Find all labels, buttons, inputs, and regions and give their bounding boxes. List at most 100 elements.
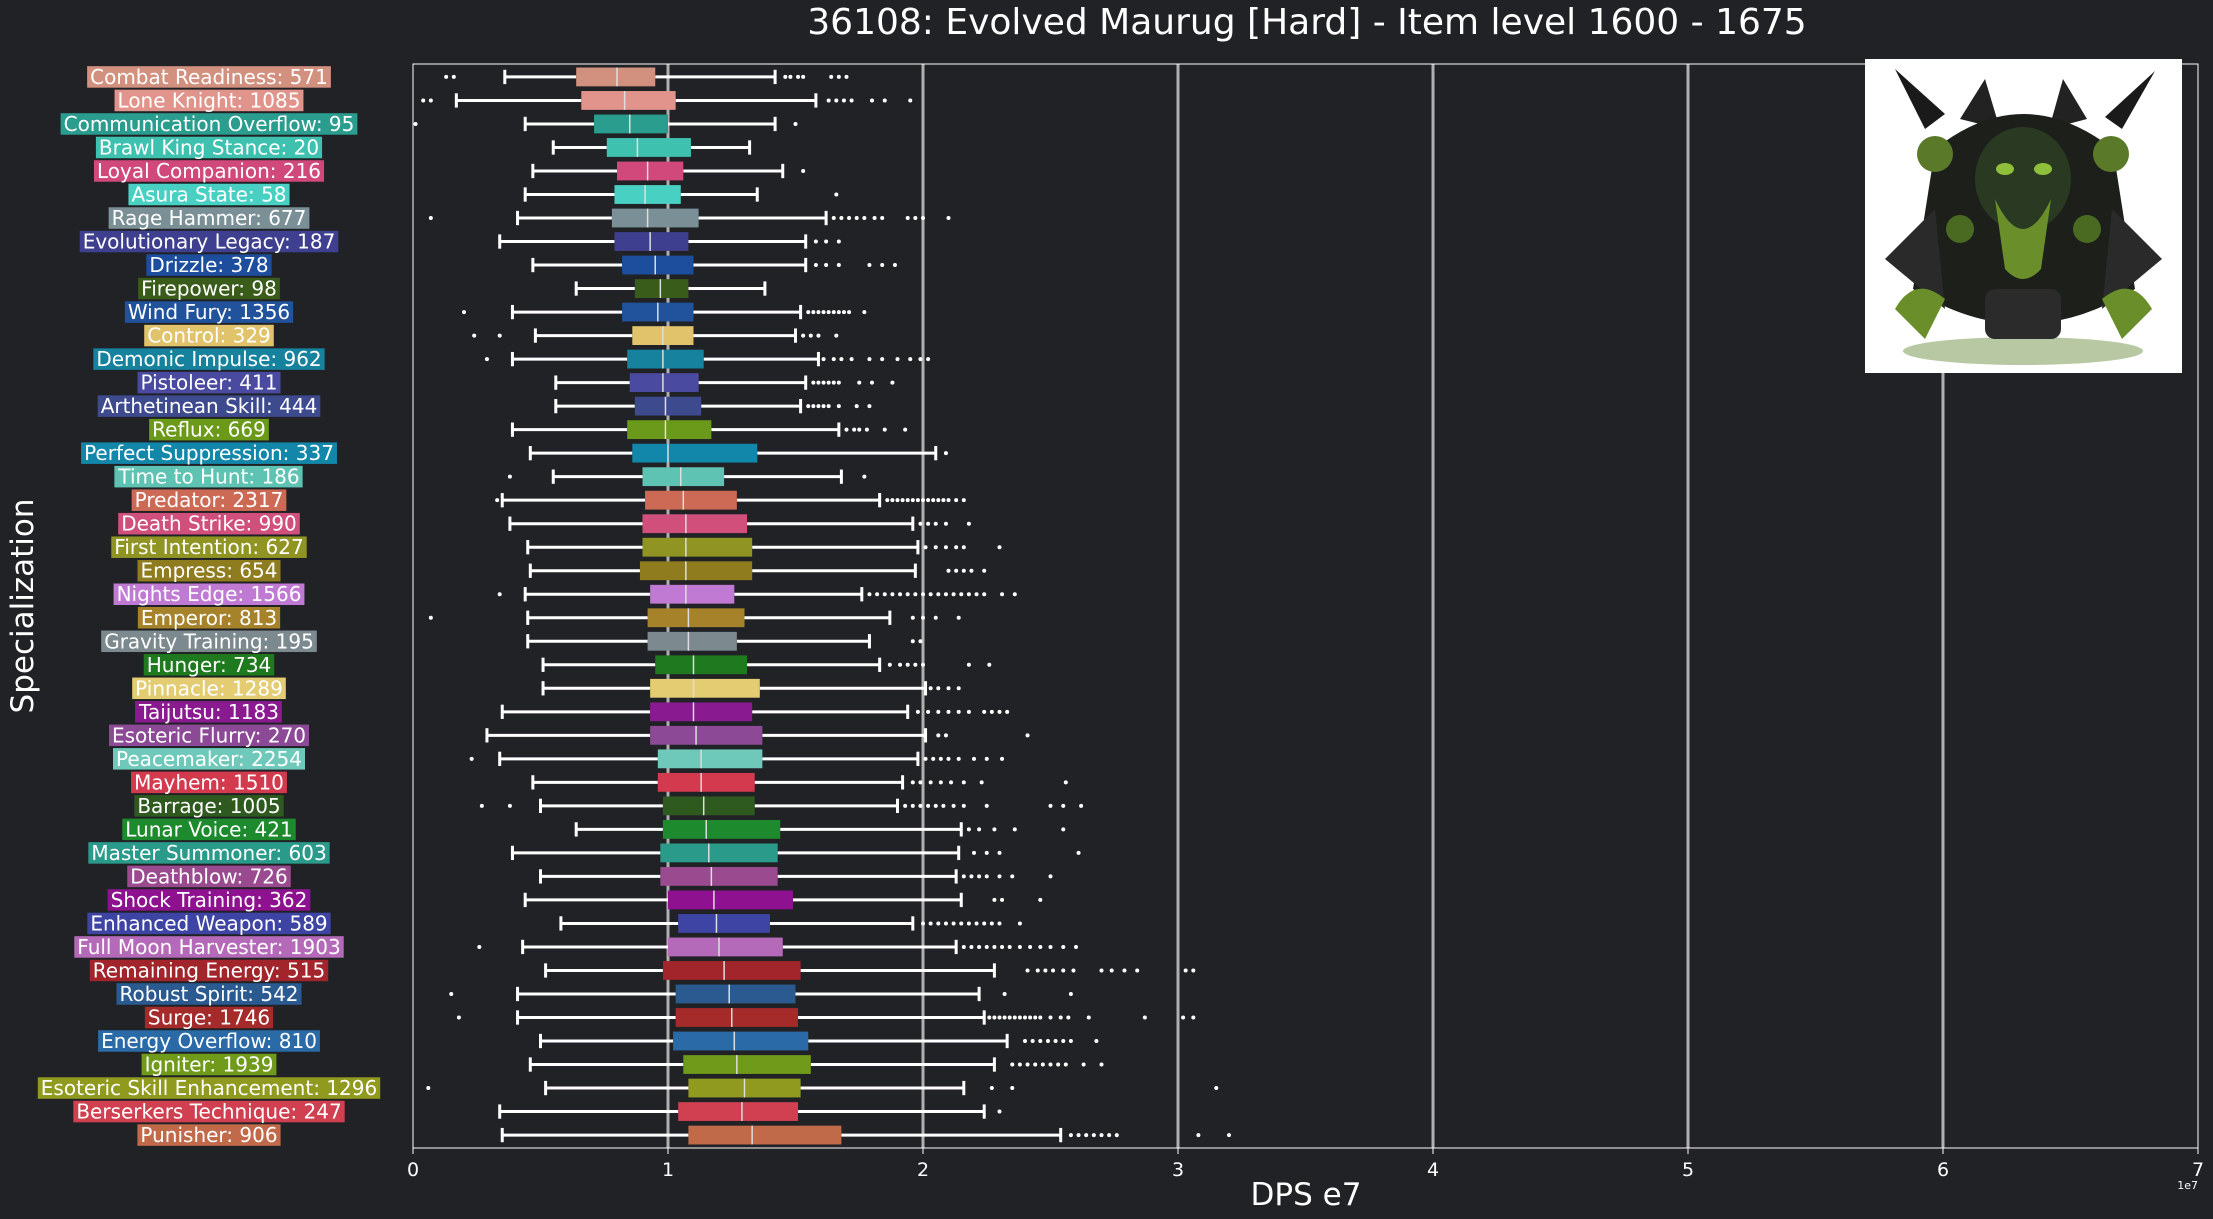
category-label: Robust Spirit: 542 <box>119 982 298 1006</box>
outlier-point <box>956 709 961 714</box>
category-label-background <box>93 348 325 370</box>
outlier-point <box>974 592 979 597</box>
x-tick-label: 7 <box>2192 1159 2204 1181</box>
outlier-point <box>808 333 813 338</box>
outlier-point <box>1000 897 1005 902</box>
outlier-point <box>892 263 897 268</box>
x-tick-label: 4 <box>1427 1159 1439 1181</box>
outlier-point <box>811 404 816 409</box>
category-label: Perfect Suppression: 337 <box>84 441 334 465</box>
outlier-point <box>413 121 418 126</box>
outlier-point <box>946 756 951 761</box>
outlier-point <box>421 98 426 103</box>
outlier-point <box>872 216 877 221</box>
outlier-point <box>949 780 954 785</box>
box-iqr <box>662 796 755 816</box>
category-label-background <box>114 465 303 488</box>
outlier-point <box>1038 944 1043 949</box>
category-label: Evolutionary Legacy: 187 <box>83 230 336 254</box>
box-plot-row <box>554 396 872 416</box>
category-label-background <box>113 583 305 605</box>
outlier-point <box>918 639 923 644</box>
outlier-point <box>831 357 836 362</box>
outlier-point <box>875 592 880 597</box>
outlier-point <box>977 944 982 949</box>
outlier-point <box>839 357 844 362</box>
x-tick-label: 1 <box>662 1159 674 1181</box>
x-axis-label: DPS e7 <box>1251 1177 1362 1213</box>
outlier-point <box>926 521 931 526</box>
outlier-point <box>997 921 1002 926</box>
category-label: Enhanced Weapon: 589 <box>90 911 327 935</box>
category-label: Berserkers Technique: 247 <box>76 1100 341 1124</box>
outlier-point <box>933 803 938 808</box>
outlier-point <box>1091 1133 1096 1138</box>
outlier-point <box>921 216 925 221</box>
outlier-point <box>428 98 433 103</box>
outlier-point <box>1043 968 1048 973</box>
box-plot-row <box>507 467 867 487</box>
box-plot-row <box>413 114 798 134</box>
outlier-point <box>816 310 821 315</box>
outlier-point <box>816 404 821 409</box>
outlier-point <box>826 310 831 315</box>
category-label-background <box>87 912 331 935</box>
x-axis-ticks: 0 1 2 3 4 5 6 7 <box>407 1148 2204 1181</box>
box-plot-row <box>544 961 1196 980</box>
outlier-point <box>961 545 966 550</box>
outlier-point <box>834 98 839 103</box>
outlier-point <box>997 850 1002 855</box>
outlier-point <box>882 98 887 103</box>
box-plot-row <box>541 678 961 698</box>
outlier-point <box>933 545 938 550</box>
box-plot-row <box>531 161 806 181</box>
outlier-point <box>938 756 943 761</box>
outlier-point <box>951 921 956 926</box>
outlier-point <box>1094 1039 1099 1044</box>
outlier-point <box>1007 1015 1012 1020</box>
outlier-point <box>905 216 910 221</box>
outlier-point <box>857 427 862 432</box>
outlier-point <box>961 498 966 503</box>
outlier-point <box>1196 1133 1201 1138</box>
outlier-point <box>997 1109 1002 1114</box>
box-plot-row <box>449 984 1073 1004</box>
outlier-point <box>966 921 971 926</box>
outlier-point <box>821 310 826 315</box>
outlier-point <box>497 333 502 338</box>
box-iqr <box>675 984 796 1004</box>
outlier-point <box>428 615 433 620</box>
outlier-point <box>783 74 788 79</box>
outlier-point <box>1053 1039 1058 1044</box>
outlier-point <box>918 357 923 362</box>
chart-title: 36108: Evolved Maurug [Hard] - Item leve… <box>807 2 1806 43</box>
outlier-point <box>913 592 918 597</box>
outlier-point <box>839 216 844 221</box>
category-label: Combat Readiness: 571 <box>90 65 328 89</box>
outlier-point <box>989 709 994 714</box>
outlier-point <box>933 521 938 526</box>
outlier-point <box>806 310 811 315</box>
category-label-background <box>111 536 307 558</box>
outlier-point <box>910 803 915 808</box>
outlier-point <box>1048 944 1053 949</box>
outlier-point <box>946 686 951 691</box>
outlier-point <box>1012 827 1017 832</box>
outlier-point <box>931 756 936 761</box>
box-iqr <box>650 678 760 698</box>
category-label: Pinnacle: 1289 <box>135 676 283 700</box>
outlier-point <box>1035 968 1040 973</box>
category-label-background <box>98 1030 320 1052</box>
outlier-point <box>1056 1062 1061 1067</box>
category-label-background <box>116 983 302 1005</box>
outlier-point <box>1191 968 1196 973</box>
outlier-point <box>1000 944 1005 949</box>
outlier-point <box>936 733 941 738</box>
outlier-point <box>844 427 849 432</box>
box-iqr <box>650 702 753 722</box>
outlier-point <box>854 404 859 409</box>
category-label: Punisher: 906 <box>140 1123 277 1147</box>
box-plot-row <box>526 631 923 651</box>
outlier-point <box>915 709 920 714</box>
box-iqr <box>627 420 712 440</box>
